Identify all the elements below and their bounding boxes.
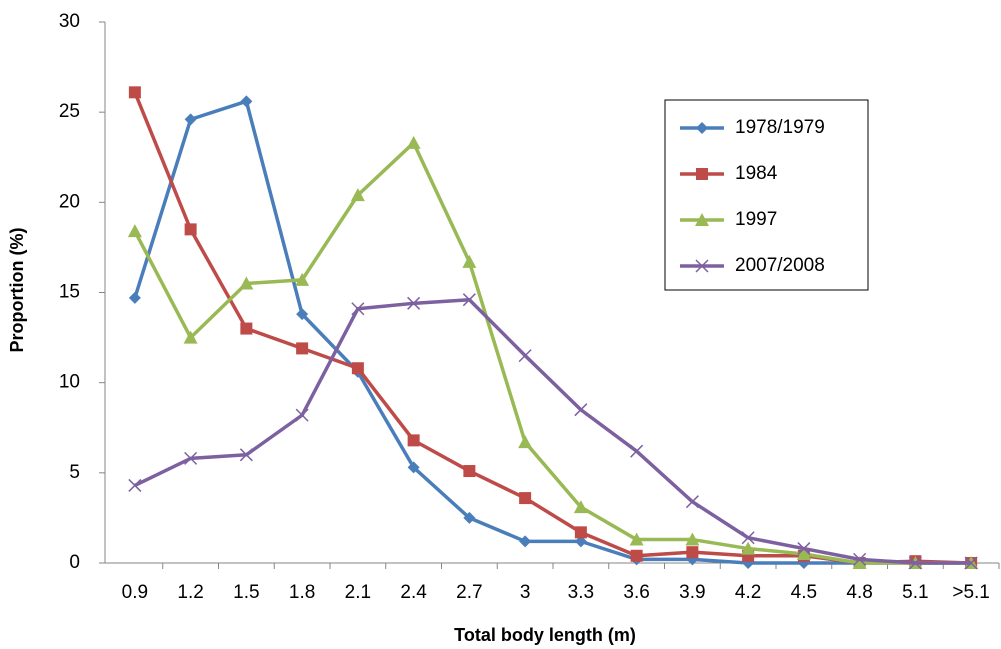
y-tick-label: 0 bbox=[69, 552, 80, 573]
marker bbox=[128, 291, 141, 304]
marker bbox=[630, 444, 644, 458]
marker bbox=[573, 500, 588, 514]
x-tick-label: 2.1 bbox=[345, 582, 371, 603]
marker bbox=[240, 322, 253, 335]
marker bbox=[184, 223, 197, 236]
marker bbox=[240, 95, 253, 108]
marker bbox=[127, 224, 142, 238]
marker bbox=[518, 435, 533, 449]
y-tick-label: 5 bbox=[69, 462, 80, 483]
series-line bbox=[133, 141, 972, 565]
marker bbox=[741, 531, 755, 545]
marker bbox=[239, 448, 253, 462]
marker bbox=[629, 532, 644, 546]
marker bbox=[463, 511, 476, 524]
marker bbox=[686, 546, 699, 559]
y-tick-label: 15 bbox=[59, 282, 80, 303]
x-tick-label: 4.5 bbox=[791, 582, 817, 603]
marker bbox=[695, 213, 709, 226]
x-tick-label: 1.2 bbox=[177, 582, 203, 603]
series-line bbox=[133, 99, 972, 565]
x-tick-label: 4.2 bbox=[735, 582, 761, 603]
marker bbox=[908, 556, 922, 570]
marker bbox=[741, 541, 756, 555]
marker bbox=[630, 549, 643, 562]
x-tick-label: 3.9 bbox=[679, 582, 705, 603]
marker bbox=[852, 556, 867, 569]
legend-label: 1984 bbox=[735, 163, 778, 184]
marker bbox=[350, 188, 365, 202]
x-tick-label: 1.5 bbox=[233, 582, 259, 603]
marker bbox=[183, 330, 198, 344]
y-tick-label: 25 bbox=[59, 101, 80, 122]
marker bbox=[696, 168, 708, 180]
y-tick-label: 30 bbox=[59, 11, 80, 32]
x-tick-label: 5.1 bbox=[902, 582, 928, 603]
marker bbox=[796, 546, 811, 560]
y-tick-label: 10 bbox=[59, 372, 80, 393]
marker bbox=[685, 495, 699, 509]
x-tick-label: 1.8 bbox=[289, 582, 315, 603]
marker bbox=[296, 308, 309, 321]
legend-label: 1997 bbox=[735, 209, 777, 230]
marker bbox=[295, 272, 310, 286]
x-tick-label: 3 bbox=[520, 582, 531, 603]
x-tick-label: 3.6 bbox=[623, 582, 649, 603]
x-tick-label: >5.1 bbox=[952, 582, 990, 603]
marker bbox=[463, 465, 476, 478]
legend bbox=[664, 99, 869, 291]
marker bbox=[184, 451, 198, 465]
x-tick-label: 2.7 bbox=[456, 582, 482, 603]
marker bbox=[184, 113, 197, 126]
marker bbox=[239, 276, 254, 290]
legend-label: 2007/2008 bbox=[735, 255, 825, 276]
legend-label: 1978/1979 bbox=[735, 117, 825, 138]
marker bbox=[407, 434, 420, 447]
marker bbox=[519, 492, 532, 505]
y-axis-title: Proportion (%) bbox=[7, 228, 27, 353]
marker bbox=[574, 535, 587, 548]
marker bbox=[407, 296, 421, 310]
marker bbox=[128, 86, 141, 99]
series-line bbox=[134, 297, 972, 565]
marker bbox=[462, 293, 476, 307]
marker bbox=[518, 349, 532, 363]
x-tick-label: 4.8 bbox=[846, 582, 872, 603]
x-tick-label: 0.9 bbox=[122, 582, 148, 603]
marker bbox=[853, 552, 867, 566]
marker bbox=[574, 526, 587, 539]
marker bbox=[696, 122, 708, 134]
marker bbox=[695, 259, 709, 273]
marker bbox=[296, 342, 309, 355]
marker bbox=[407, 461, 420, 474]
x-tick-label: 3.3 bbox=[568, 582, 594, 603]
marker bbox=[462, 254, 477, 268]
marker bbox=[128, 478, 142, 492]
marker bbox=[519, 535, 532, 548]
marker bbox=[295, 408, 309, 422]
y-tick-label: 20 bbox=[59, 191, 80, 212]
marker bbox=[351, 362, 364, 375]
marker bbox=[964, 556, 978, 570]
x-tick-label: 2.4 bbox=[400, 582, 427, 603]
marker bbox=[406, 135, 421, 149]
marker bbox=[797, 542, 811, 556]
marker bbox=[685, 532, 700, 546]
marker bbox=[351, 302, 365, 316]
marker bbox=[574, 403, 588, 417]
x-axis-title: Total body length (m) bbox=[454, 625, 636, 645]
